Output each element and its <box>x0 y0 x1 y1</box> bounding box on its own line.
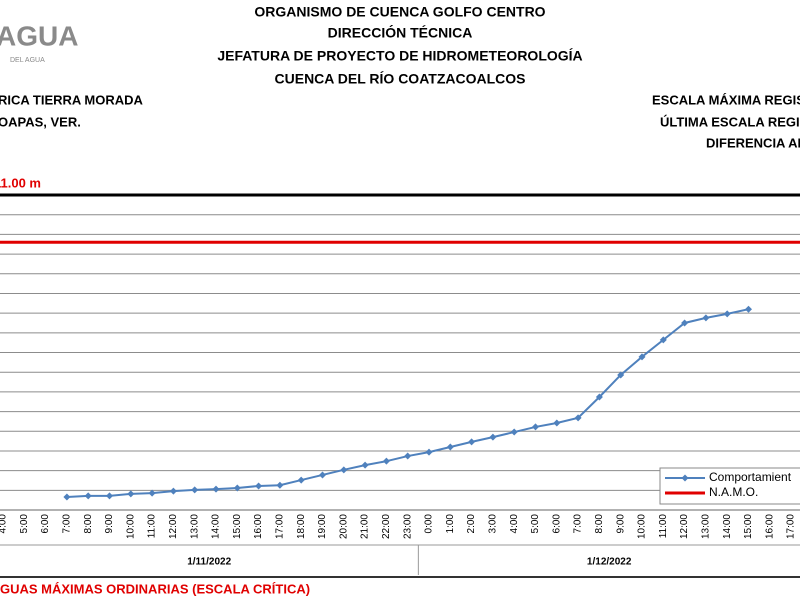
point <box>489 433 497 441</box>
legend-label: Comportamient <box>709 470 792 484</box>
point <box>617 371 625 379</box>
point <box>127 490 135 498</box>
point <box>382 457 390 465</box>
point <box>340 466 348 474</box>
x-tick-label: 11:00 <box>147 514 158 539</box>
point <box>595 393 603 401</box>
reference-label: 11.00 m <box>0 175 41 190</box>
point <box>233 484 241 492</box>
x-tick-label: 0:00 <box>424 514 435 534</box>
point <box>169 487 177 495</box>
point <box>510 428 518 436</box>
x-tick-label: 21:00 <box>360 514 371 539</box>
x-tick-label: 12:00 <box>679 514 690 539</box>
point <box>446 443 454 451</box>
point <box>681 319 689 327</box>
point <box>574 414 582 422</box>
station-place: OAPAS, VER. <box>0 114 81 129</box>
x-tick-label: 6:00 <box>40 514 51 534</box>
x-tick-label: 10:00 <box>637 514 648 539</box>
x-tick-label: 19:00 <box>317 514 328 539</box>
x-tick-label: 14:00 <box>211 514 222 539</box>
x-tick-label: 3:00 <box>488 514 499 534</box>
x-tick-label: 4:00 <box>0 514 9 534</box>
point <box>212 485 220 493</box>
date-label: 1/12/2022 <box>587 557 632 568</box>
x-tick-label: 17:00 <box>786 514 797 539</box>
point <box>532 423 539 431</box>
header-line: JEFATURA DE PROYECTO DE HIDROMETEOROLOGÍ… <box>217 48 582 64</box>
point <box>659 336 667 344</box>
x-tick-label: 15:00 <box>232 514 243 539</box>
point <box>255 482 263 490</box>
series-line <box>66 308 749 499</box>
info-label: ESCALA MÁXIMA REGIS <box>652 92 800 107</box>
point <box>745 305 752 313</box>
x-tick-label: 16:00 <box>764 514 775 539</box>
x-tick-label: 1:00 <box>445 514 456 534</box>
header-line: DIRECCIÓN TÉCNICA <box>328 24 473 41</box>
x-tick-label: 7:00 <box>573 514 584 534</box>
x-tick-label: 16:00 <box>253 514 264 539</box>
x-tick-label: 10:00 <box>125 514 136 539</box>
x-tick-label: 20:00 <box>338 514 349 539</box>
footer: GUAS MÁXIMAS ORDINARIAS (ESCALA CRÍTICA) <box>0 581 310 596</box>
x-tick-label: 22:00 <box>381 514 392 539</box>
header-line: CUENCA DEL RÍO COATZACOALCOS <box>275 71 526 87</box>
x-tick-label: 18:00 <box>296 514 307 539</box>
point <box>702 314 710 322</box>
x-tick-label: 15:00 <box>743 514 754 539</box>
point <box>276 481 284 489</box>
point <box>425 448 433 456</box>
x-tick-label: 2:00 <box>466 514 477 534</box>
point <box>63 493 71 501</box>
point <box>297 476 305 484</box>
point <box>638 353 646 361</box>
x-tick-label: 7:00 <box>62 514 73 534</box>
point <box>106 492 113 500</box>
logo: AGUA <box>0 20 78 51</box>
point <box>723 310 731 318</box>
point <box>361 461 369 469</box>
point <box>148 489 156 497</box>
point <box>468 438 476 446</box>
x-tick-label: 5:00 <box>530 514 541 534</box>
point <box>319 471 326 479</box>
point <box>553 419 561 427</box>
info-label: DIFERENCIA AI <box>706 135 800 150</box>
date-label: 1/11/2022 <box>187 557 231 568</box>
x-tick-label: 6:00 <box>551 514 562 534</box>
x-tick-label: 4:00 <box>509 514 520 534</box>
legend <box>659 467 800 505</box>
legend-label: N.A.M.O. <box>709 485 758 499</box>
x-tick-label: 5:00 <box>19 514 30 534</box>
x-tick-label: 11:00 <box>658 514 669 539</box>
legend-marker <box>681 474 689 482</box>
x-tick-label: 13:00 <box>189 514 200 539</box>
logo-sub: DEL AGUA <box>10 57 45 64</box>
x-tick-label: 9:00 <box>615 514 626 534</box>
x-tick-label: 23:00 <box>402 514 413 539</box>
station-name: RICA TIERRA MORADA <box>0 92 144 107</box>
point <box>84 492 92 500</box>
x-tick-label: 13:00 <box>701 514 712 539</box>
point <box>191 486 199 494</box>
x-tick-label: 12:00 <box>168 514 179 539</box>
x-tick-label: 9:00 <box>104 514 115 534</box>
x-tick-label: 8:00 <box>83 514 94 534</box>
point <box>404 452 412 460</box>
x-tick-label: 17:00 <box>275 514 286 539</box>
x-tick-label: 8:00 <box>594 514 605 534</box>
header-line: ORGANISMO DE CUENCA GOLFO CENTRO <box>254 4 545 20</box>
info-label: ÚLTIMA ESCALA REGIS <box>660 114 800 129</box>
x-tick-label: 14:00 <box>722 514 733 539</box>
